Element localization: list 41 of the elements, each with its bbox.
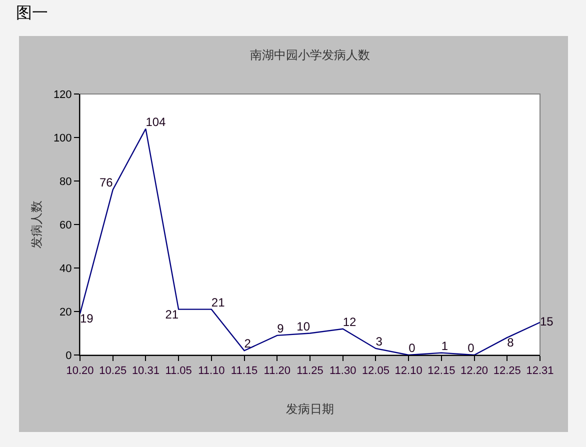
data-label: 9 <box>277 321 284 336</box>
data-label: 1 <box>441 338 448 353</box>
data-label: 3 <box>376 334 383 348</box>
data-label: 2 <box>244 336 252 351</box>
x-tick-label: 12.10 <box>394 365 422 378</box>
y-tick-label: 60 <box>60 219 72 232</box>
y-tick-label: 100 <box>53 132 72 144</box>
x-axis-title: 发病日期 <box>286 402 334 416</box>
y-tick-label: 120 <box>53 88 72 101</box>
data-label: 8 <box>507 336 514 350</box>
x-tick-label: 11.15 <box>230 365 258 378</box>
x-tick-label: 12.05 <box>362 365 390 378</box>
data-label: 21 <box>165 307 179 322</box>
y-tick-label: 40 <box>60 262 72 275</box>
data-label: 104 <box>146 114 166 129</box>
x-tick-label: 11.30 <box>330 365 356 378</box>
y-tick-label: 20 <box>60 306 72 318</box>
x-tick-label: 10.31 <box>132 365 160 378</box>
data-label: 15 <box>540 314 554 328</box>
x-tick-label: 12.31 <box>526 365 554 378</box>
y-tick-label: 80 <box>60 176 72 188</box>
y-axis-title: 发病人数 <box>30 200 44 248</box>
chart-title: 南湖中园小学发病人数 <box>250 48 370 62</box>
x-tick-label: 11.10 <box>198 365 225 378</box>
data-label: 12 <box>342 314 357 329</box>
x-tick-label: 12.20 <box>460 365 488 378</box>
data-label: 0 <box>468 341 475 355</box>
text: 图一 <box>16 5 48 22</box>
x-tick-label: 12.15 <box>428 365 456 378</box>
y-tick-label: 0 <box>66 350 72 362</box>
x-tick-label: 11.20 <box>264 365 290 378</box>
x-tick-label: 10.25 <box>99 365 127 378</box>
data-label: 76 <box>100 176 114 190</box>
data-label: 21 <box>211 295 226 310</box>
x-tick-label: 10.20 <box>66 365 94 378</box>
x-tick-label: 11.05 <box>165 365 192 378</box>
data-label: 19 <box>80 312 94 326</box>
x-tick-label: 12.25 <box>493 365 521 378</box>
data-label: 10 <box>296 319 310 334</box>
x-tick-label: 11.25 <box>296 365 324 378</box>
data-label: 0 <box>408 341 416 355</box>
